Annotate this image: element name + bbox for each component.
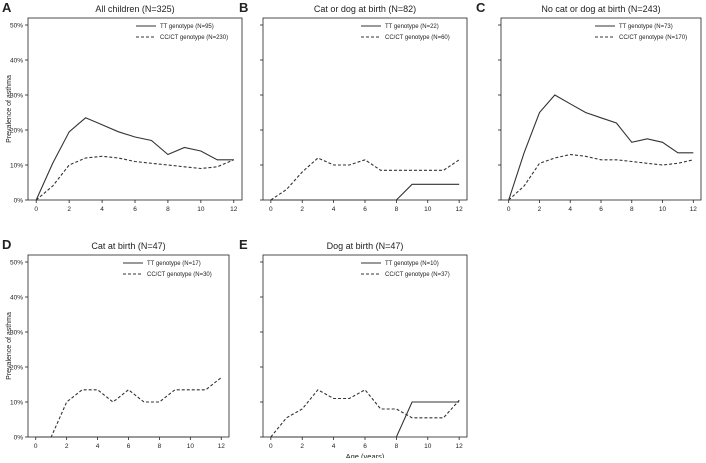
x-tick-label: 6	[599, 206, 603, 213]
x-tick-label: 4	[332, 206, 336, 213]
series-line-cc-ct	[35, 377, 222, 438]
legend-entry: TT genotype (N=10)	[385, 261, 439, 267]
legend-entry: CC/CT genotype (N=37)	[385, 272, 450, 278]
x-tick-label: 2	[300, 206, 304, 213]
legend-entry: TT genotype (N=73)	[619, 24, 673, 30]
x-tick-label: 8	[158, 443, 162, 450]
x-tick-label: 4	[332, 443, 336, 450]
panel-title: No cat or dog at birth (N=243)	[541, 4, 660, 14]
x-tick-label: 10	[187, 443, 195, 450]
x-tick-label: 2	[538, 206, 542, 213]
panel-title: Dog at birth (N=47)	[327, 241, 404, 251]
y-tick-label: 10%	[10, 163, 23, 170]
panel-title: Cat or dog at birth (N=82)	[314, 4, 416, 14]
series-line-cc-ct	[270, 157, 460, 201]
x-tick-label: 0	[269, 206, 273, 213]
x-tick-label: 8	[395, 206, 399, 213]
x-tick-label: 6	[363, 443, 367, 450]
series-line-tt	[508, 94, 694, 201]
x-tick-label: 0	[34, 443, 38, 450]
panel-c: C No cat or dog at birth (N=243) 0 2 4 6 8 10 12…	[476, 0, 702, 213]
series-line-cc-ct	[35, 155, 235, 201]
legend-entry: CC/CT genotype (N=230)	[160, 35, 228, 41]
x-tick-label: 8	[395, 443, 399, 450]
y-tick-label: 20%	[10, 365, 23, 372]
series-line-cc-ct	[508, 153, 694, 201]
x-tick-label: 10	[424, 443, 432, 450]
y-axis-label: Prevalence of asthma	[6, 312, 13, 380]
y-tick-label: 50%	[10, 23, 23, 30]
x-axis-label: Age (years)	[346, 452, 385, 458]
x-tick-label: 6	[363, 206, 367, 213]
x-tick-label: 4	[568, 206, 572, 213]
x-tick-label: 8	[630, 206, 634, 213]
x-tick-label: 8	[166, 206, 170, 213]
legend-entry: TT genotype (N=17)	[147, 261, 201, 267]
plot-frame	[262, 254, 468, 438]
legend-entry: CC/CT genotype (N=60)	[385, 35, 450, 41]
legend-entry: CC/CT genotype (N=170)	[619, 35, 687, 41]
legend-entry: TT genotype (N=95)	[160, 24, 214, 30]
plot-frame	[27, 254, 230, 438]
panel-d: D Cat at birth (N=47) 0 2 4 6 8 10 12 0% 10% 20% 30%…	[2, 237, 230, 450]
plot-frame	[262, 17, 468, 201]
y-tick-label: 20%	[10, 128, 23, 135]
x-tick-label: 2	[65, 443, 69, 450]
x-tick-label: 10	[659, 206, 667, 213]
x-tick-label: 12	[218, 443, 226, 450]
y-tick-label: 30%	[10, 93, 23, 100]
series-line-cc-ct	[270, 389, 460, 438]
y-tick-label: 50%	[10, 260, 23, 267]
x-tick-label: 6	[127, 443, 131, 450]
x-tick-label: 0	[269, 443, 273, 450]
x-tick-label: 2	[67, 206, 71, 213]
plot-frame	[27, 17, 243, 201]
plot-frame	[500, 17, 702, 201]
y-axis-label: Prevalence of asthma	[6, 75, 13, 143]
panel-letter: D	[2, 237, 11, 252]
y-tick-label: 40%	[10, 295, 23, 302]
x-tick-label: 0	[34, 206, 38, 213]
legend-entry: TT genotype (N=22)	[385, 24, 439, 30]
y-tick-label: 10%	[10, 400, 23, 407]
x-tick-label: 6	[133, 206, 137, 213]
x-tick-label: 12	[230, 206, 238, 213]
x-tick-label: 12	[456, 443, 464, 450]
panel-letter: B	[239, 0, 248, 15]
panel-letter: C	[476, 0, 486, 15]
panel-title: Cat at birth (N=47)	[91, 241, 165, 251]
panel-b: B Cat or dog at birth (N=82) 0 2 4 6 8 10 12 TT g…	[239, 0, 468, 213]
x-tick-label: 4	[96, 443, 100, 450]
panel-a: A All children (N=325) 0 2 4 6 8 10 12 0% 10% 20% 30…	[2, 0, 243, 213]
series-line-tt	[270, 401, 460, 438]
x-tick-label: 2	[300, 443, 304, 450]
panel-title: All children (N=325)	[95, 4, 174, 14]
panel-letter: A	[2, 0, 12, 15]
legend-entry: CC/CT genotype (N=30)	[147, 272, 212, 278]
y-tick-label: 0%	[14, 198, 24, 205]
x-tick-label: 4	[100, 206, 104, 213]
series-line-tt	[270, 183, 460, 201]
panel-letter: E	[239, 237, 248, 252]
panel-e: E Dog at birth (N=47) 0 2 4 6 8 10 12 Age (years)…	[239, 237, 468, 461]
x-tick-label: 0	[507, 206, 511, 213]
y-tick-label: 0%	[14, 435, 24, 442]
x-tick-label: 10	[424, 206, 432, 213]
y-tick-label: 30%	[10, 330, 23, 337]
x-tick-label: 12	[456, 206, 464, 213]
x-tick-label: 12	[690, 206, 698, 213]
y-tick-label: 40%	[10, 58, 23, 65]
series-line-tt	[35, 117, 234, 201]
x-tick-label: 10	[197, 206, 205, 213]
